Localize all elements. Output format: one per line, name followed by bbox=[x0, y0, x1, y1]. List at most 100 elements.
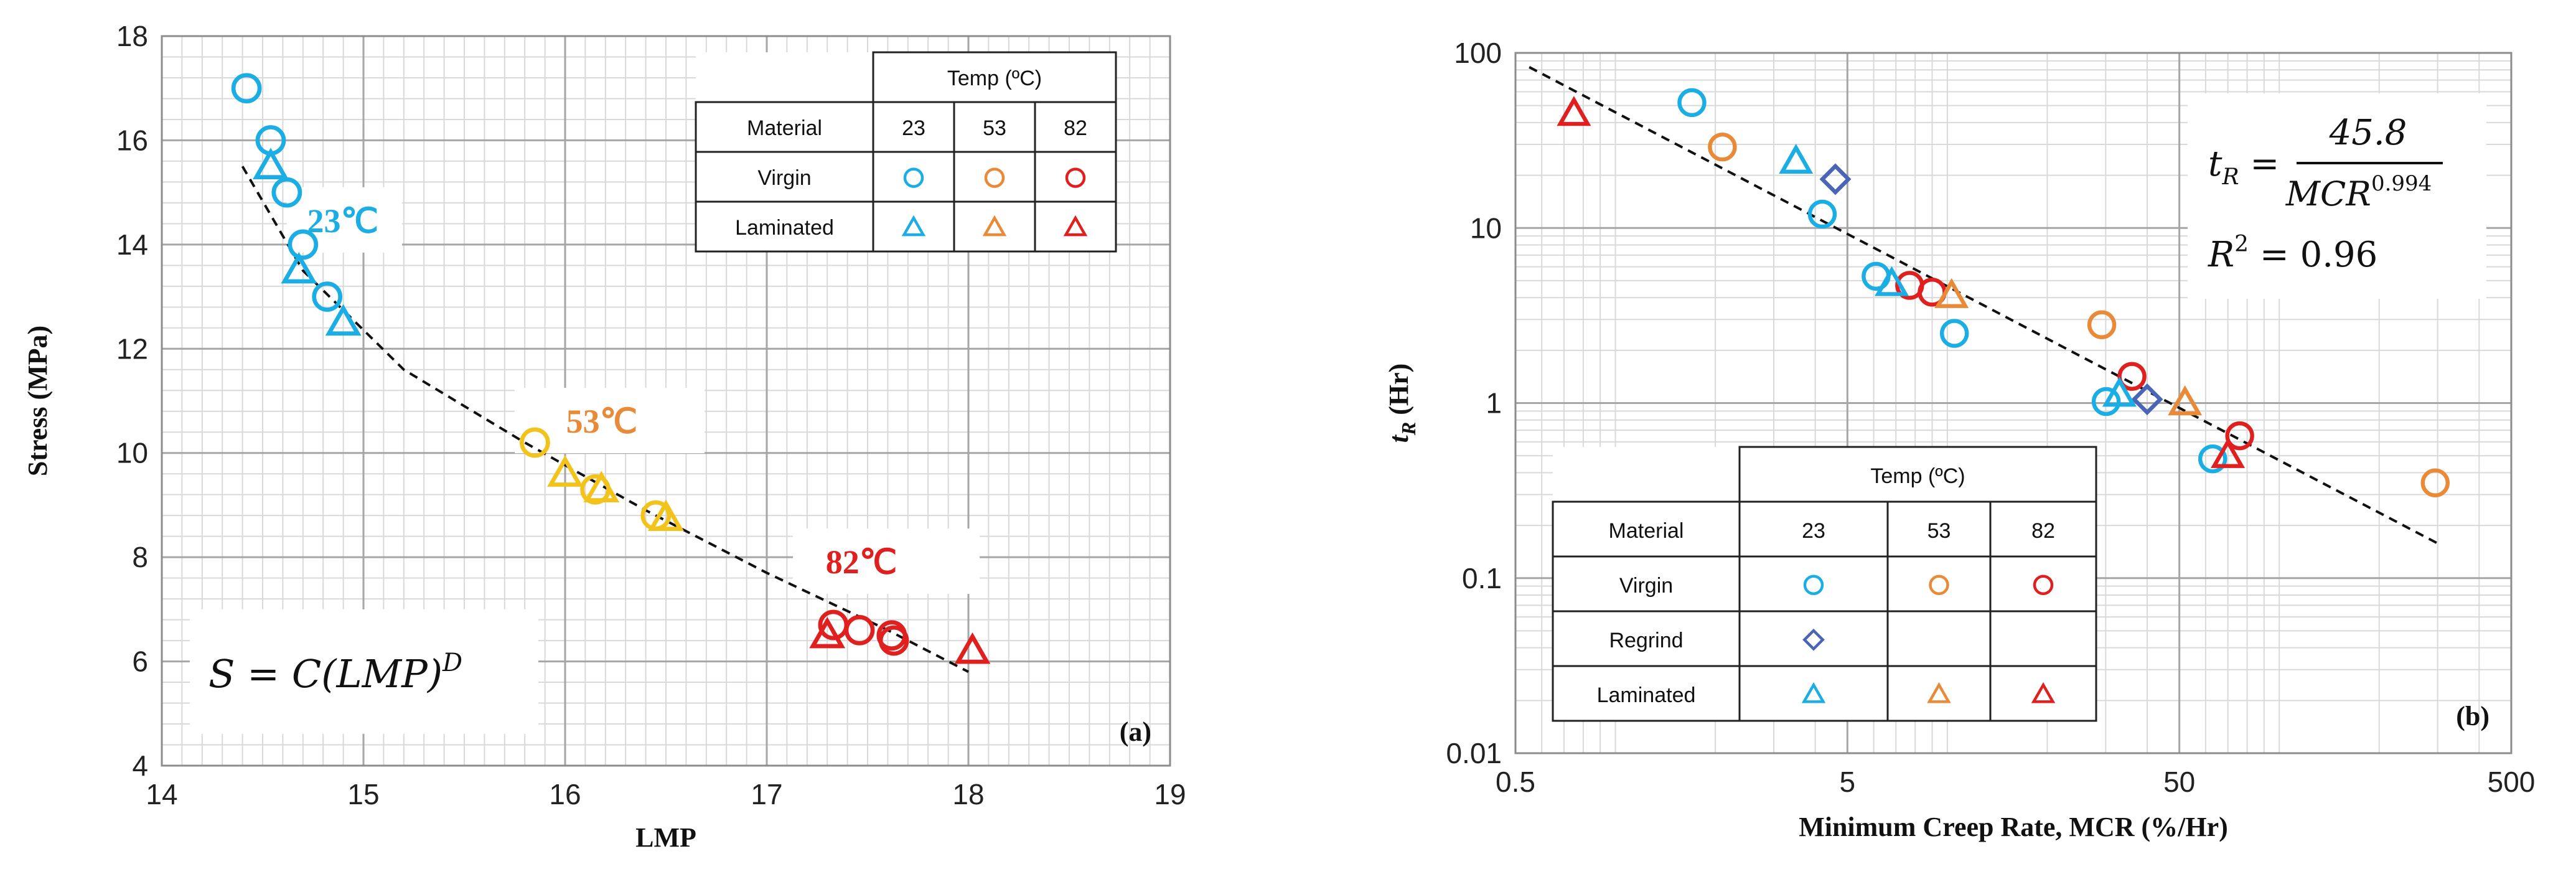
data-point bbox=[1708, 133, 1737, 162]
equation-a: S = C(LMP)D bbox=[208, 649, 462, 697]
data-point bbox=[2420, 468, 2450, 497]
x-axis-title: LMP bbox=[635, 822, 696, 853]
chart-a: 14 15 16 17 18 19 4 6 8 10 12 14 16 18 LMP Stress (MPa)… bbox=[22, 20, 1186, 853]
legend-marker bbox=[984, 167, 1005, 188]
data-point bbox=[1807, 199, 1837, 229]
legend-row-label: Laminated bbox=[735, 216, 834, 240]
x-tick-label: 15 bbox=[347, 778, 379, 810]
legend-marker bbox=[903, 167, 924, 188]
eq-sub: R bbox=[2222, 164, 2239, 190]
legend-marker bbox=[1927, 682, 1951, 703]
eq-equals: = bbox=[2239, 144, 2280, 184]
equation-b-den: MCR0.994 bbox=[2285, 171, 2432, 214]
data-point bbox=[288, 229, 319, 260]
data-point bbox=[954, 632, 991, 664]
equation-exponent: D bbox=[442, 649, 462, 677]
legend-marker bbox=[2033, 575, 2054, 596]
eq-t: t bbox=[2208, 144, 2222, 184]
data-point bbox=[312, 281, 343, 312]
legend-marker bbox=[901, 215, 926, 237]
equation-b-lhs: tR = bbox=[2208, 144, 2279, 190]
label-23c: 23℃ bbox=[307, 202, 379, 240]
y-tick-label: 16 bbox=[116, 124, 148, 156]
legend-table-b: Temp (ºC) Material 23 53 82 Virgin Regrind Lami… bbox=[1552, 446, 2097, 722]
data-point bbox=[1934, 278, 1969, 308]
data-point bbox=[1557, 96, 1591, 126]
legend-marker bbox=[2031, 682, 2056, 703]
legend-marker bbox=[1065, 167, 1086, 188]
r2-rhs: = 0.96 bbox=[2249, 235, 2377, 275]
data-point bbox=[231, 73, 262, 104]
data-point bbox=[583, 471, 620, 502]
data-point bbox=[878, 625, 909, 656]
legend-header: 23 bbox=[1802, 519, 1825, 543]
panel-label-a: (a) bbox=[1120, 716, 1151, 747]
fit-line-b bbox=[1529, 66, 2438, 545]
x-tick-label: 0.5 bbox=[1496, 766, 1535, 798]
y-tick-label: 6 bbox=[132, 646, 148, 678]
legend-blank bbox=[696, 52, 873, 102]
annotation-bg bbox=[286, 187, 402, 253]
legend-blank bbox=[1553, 447, 1740, 502]
legend-title: Temp (ºC) bbox=[947, 67, 1042, 90]
x-axis-title: Minimum Creep Rate, MCR (%/Hr) bbox=[1799, 812, 2228, 842]
data-point bbox=[2091, 387, 2121, 416]
x-tick-label: 18 bbox=[952, 778, 984, 810]
legend-row-label: Virgin bbox=[757, 166, 811, 190]
plot-frame-a bbox=[161, 35, 1171, 767]
x-tick-label: 5 bbox=[1840, 766, 1856, 798]
legend-marker bbox=[1803, 575, 1824, 596]
data-point bbox=[271, 177, 302, 208]
legend-header: 53 bbox=[983, 116, 1006, 140]
data-point bbox=[520, 427, 550, 458]
data-point bbox=[2168, 385, 2203, 416]
equation-bg-b bbox=[2188, 93, 2486, 299]
legend-row-label: Laminated bbox=[1597, 683, 1696, 707]
x-tick-label: 14 bbox=[146, 778, 177, 810]
legend-marker bbox=[1801, 682, 1826, 703]
y-tick-label: 8 bbox=[132, 541, 148, 573]
legend-header: 82 bbox=[1064, 116, 1087, 140]
y-tick-label: 0.1 bbox=[1462, 562, 1502, 594]
y-axis-title: Stress (MPa) bbox=[22, 326, 53, 476]
data-point bbox=[844, 614, 875, 646]
eq-den: MCR bbox=[2285, 174, 2371, 214]
x-tick-label: 500 bbox=[2488, 766, 2536, 798]
data-point bbox=[2087, 310, 2117, 339]
legend-header: 53 bbox=[1927, 519, 1951, 543]
data-point bbox=[2131, 383, 2163, 416]
data-point bbox=[2225, 421, 2254, 451]
legend-header: Material bbox=[1609, 519, 1684, 543]
y-tick-label: 12 bbox=[116, 332, 148, 365]
y-tick-label: 14 bbox=[116, 228, 148, 261]
annotation-bg bbox=[793, 528, 980, 594]
data-point bbox=[2198, 444, 2227, 474]
y-axis-title-sub: R bbox=[1397, 422, 1420, 436]
data-point bbox=[2117, 362, 2147, 391]
y-tick-label: 10 bbox=[1470, 212, 1502, 244]
x-tick-label: 17 bbox=[751, 778, 782, 810]
legend-marker bbox=[982, 215, 1007, 237]
label-53c: 53℃ bbox=[566, 403, 638, 440]
data-point bbox=[1939, 319, 1969, 348]
legend-header: Material bbox=[747, 116, 822, 140]
x-tick-label: 19 bbox=[1154, 778, 1186, 810]
y-axis-title-t: t bbox=[1384, 434, 1414, 443]
data-point bbox=[281, 251, 317, 284]
x-tick-label: 50 bbox=[2163, 766, 2195, 798]
r2-exp: 2 bbox=[2234, 232, 2249, 257]
label-82c: 82℃ bbox=[826, 543, 897, 581]
y-tick-label: 4 bbox=[132, 749, 148, 782]
data-point bbox=[2102, 377, 2137, 407]
data-point bbox=[1677, 88, 1707, 118]
eq-den-exp: 0.994 bbox=[2371, 171, 2432, 196]
legend-row-label: Virgin bbox=[1619, 574, 1673, 598]
legend-table-a: Temp (ºC) Material 23 53 82 Virgin Laminated bbox=[695, 51, 1117, 253]
plot-frame-b bbox=[1514, 52, 2513, 754]
y-tick-label: 18 bbox=[116, 20, 148, 52]
y-axis-title-unit: (Hr) bbox=[1384, 364, 1414, 422]
r2-lhs: R bbox=[2208, 235, 2234, 275]
chart-b: 0.5 5 50 500 0.01 0.1 1 10 100 Minimum Creep Rate… bbox=[1384, 37, 2535, 842]
data-point bbox=[253, 148, 289, 179]
